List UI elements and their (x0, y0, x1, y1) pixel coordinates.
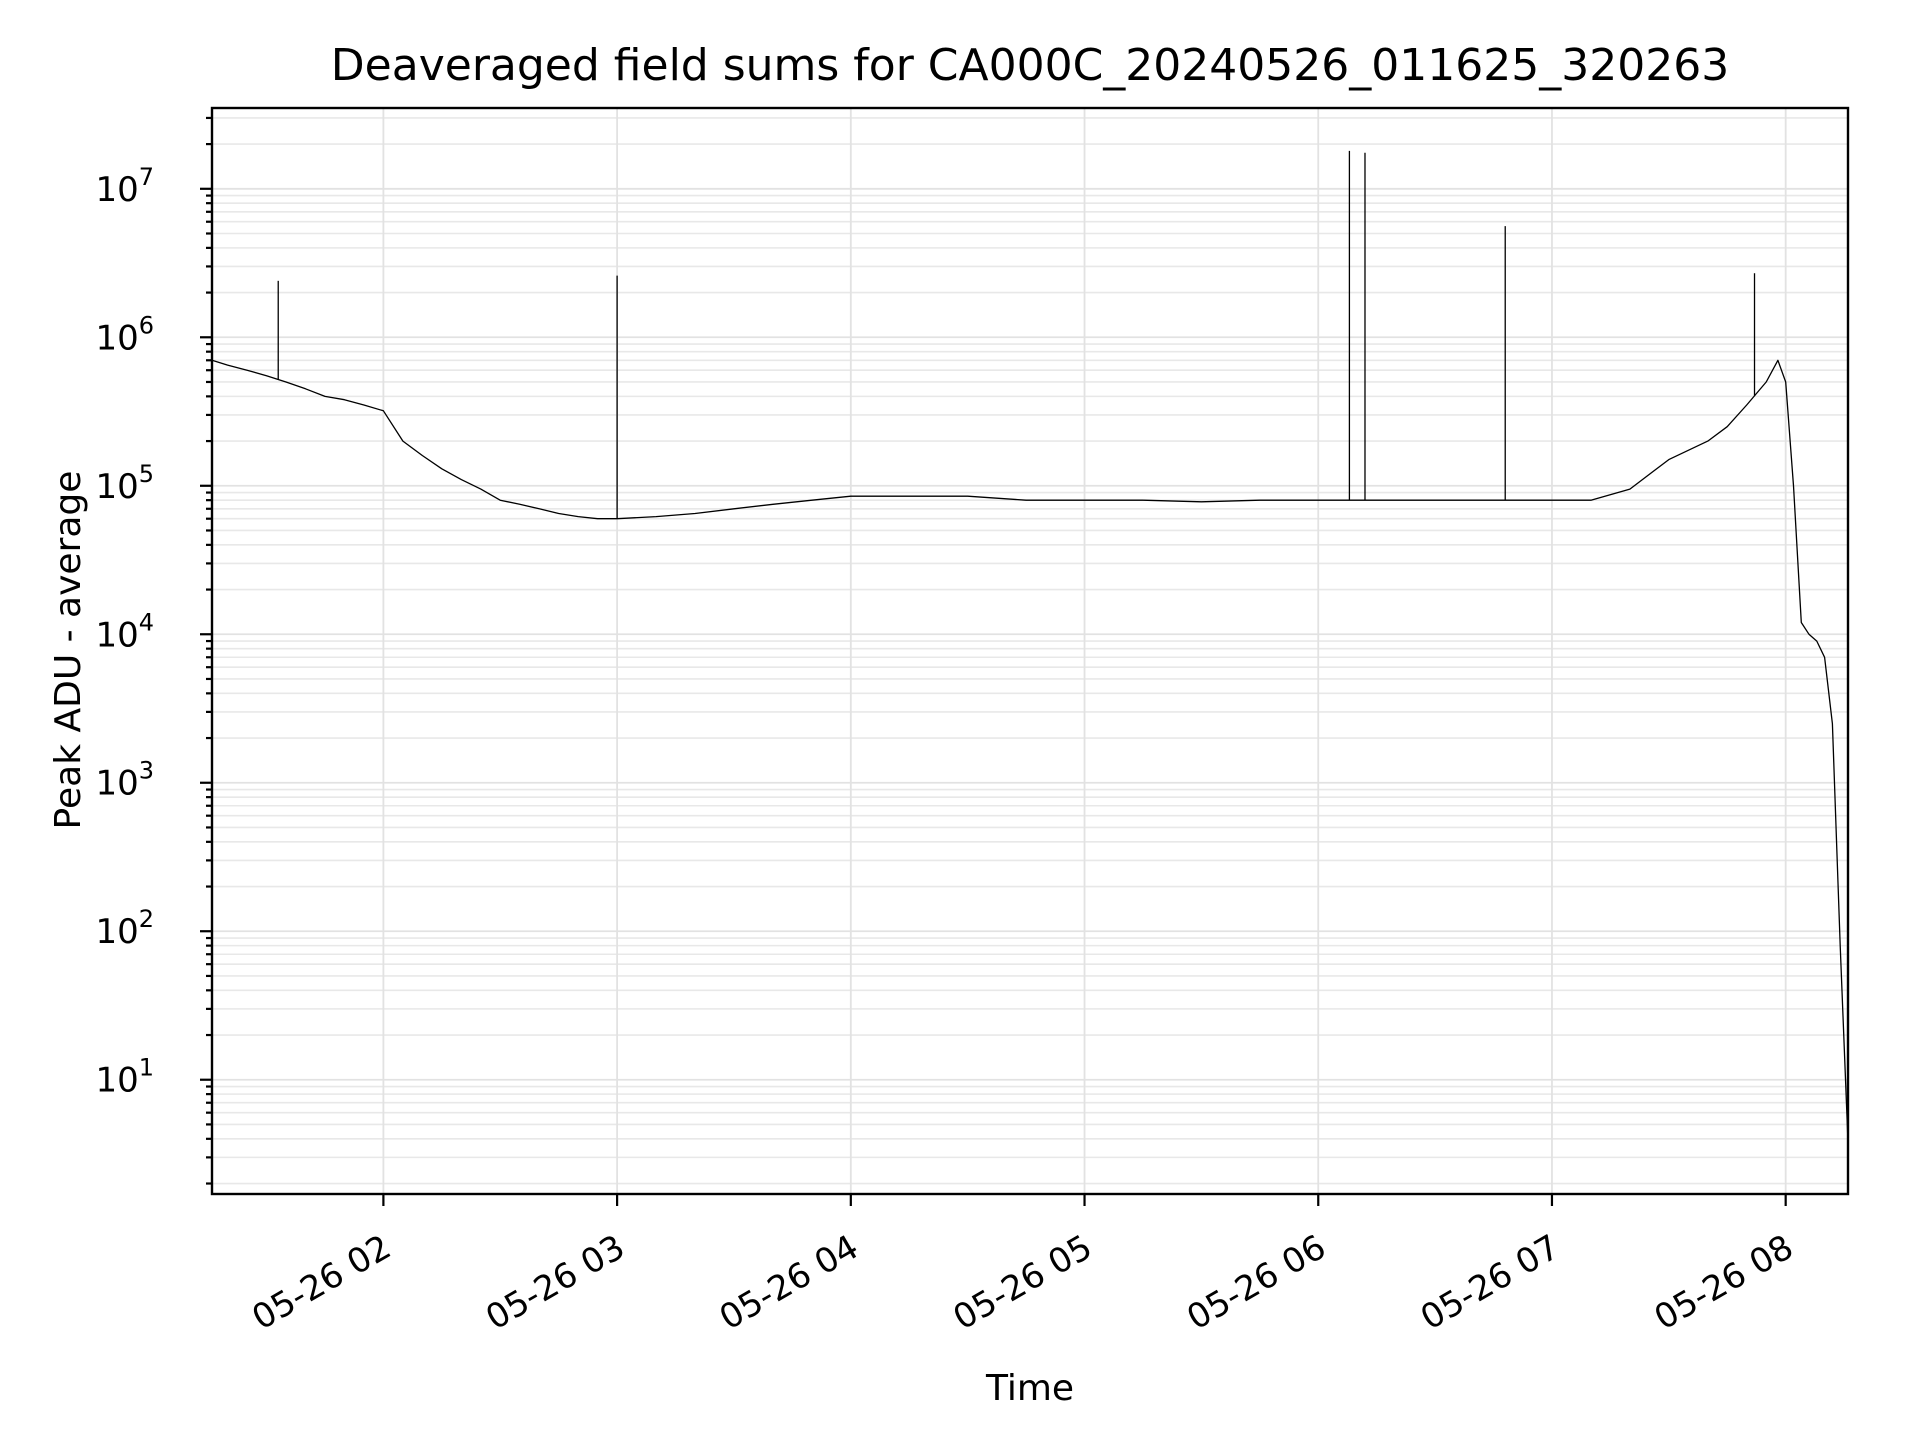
y-tick-base: 10 (95, 764, 138, 804)
y-tick-exponent: 3 (139, 757, 154, 785)
series-line (211, 359, 1849, 1143)
y-tick-exponent: 5 (139, 460, 154, 488)
y-tick-label: 103 (95, 757, 154, 804)
y-axis-label: Peak ADU - average (48, 471, 89, 830)
y-tick-exponent: 7 (139, 163, 154, 191)
x-tick-label: 05-26 08 (1648, 1227, 1800, 1338)
x-tick-label: 05-26 06 (1180, 1227, 1332, 1338)
y-tick-base: 10 (95, 912, 138, 952)
x-tick-label: 05-26 04 (713, 1227, 865, 1338)
y-tick-label: 104 (95, 608, 154, 655)
y-tick-base: 10 (95, 318, 138, 358)
y-tick-exponent: 4 (139, 608, 154, 636)
x-axis: 05-26 02 05-26 03 05-26 04 05-26 05 05-26 06… (245, 1194, 1800, 1338)
x-tick-label: 05-26 07 (1414, 1227, 1566, 1338)
plot-frame (210, 106, 1850, 1196)
y-tick-label: 105 (95, 460, 154, 507)
y-tick-label: 106 (95, 311, 154, 358)
y-tick-label: 107 (95, 163, 154, 210)
y-tick-exponent: 6 (139, 311, 154, 339)
chart-title: Deaveraged field sums for CA000C_2024052… (331, 40, 1729, 91)
y-tick-exponent: 1 (139, 1054, 154, 1082)
y-tick-label: 102 (95, 905, 154, 952)
y-tick-label: 101 (95, 1054, 154, 1101)
series-layer (211, 150, 1849, 1143)
y-tick-base: 10 (95, 1061, 138, 1101)
y-tick-base: 10 (95, 467, 138, 507)
y-tick-base: 10 (95, 615, 138, 655)
x-axis-label: Time (985, 1368, 1074, 1409)
grid (212, 108, 1848, 1194)
y-tick-exponent: 2 (139, 905, 154, 933)
x-tick-label: 05-26 02 (245, 1227, 397, 1338)
x-tick-label: 05-26 05 (947, 1227, 1099, 1338)
x-tick-label: 05-26 03 (479, 1227, 631, 1338)
y-tick-base: 10 (95, 170, 138, 210)
